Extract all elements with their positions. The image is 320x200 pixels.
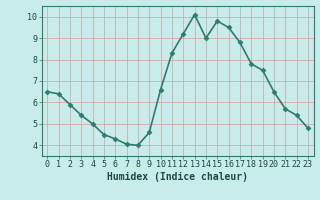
X-axis label: Humidex (Indice chaleur): Humidex (Indice chaleur) bbox=[107, 172, 248, 182]
